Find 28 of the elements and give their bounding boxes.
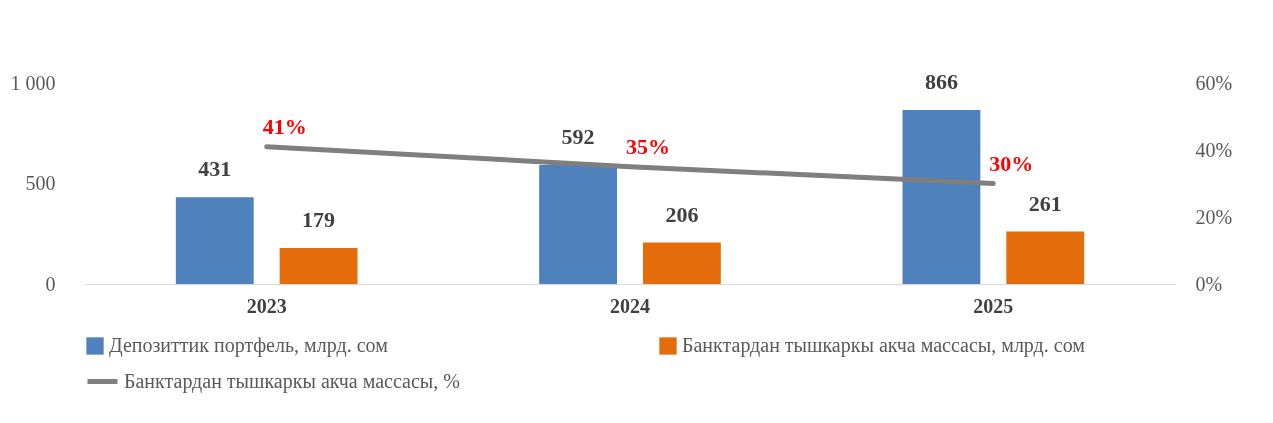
y2-tick-label: 40% xyxy=(1195,138,1233,161)
data-label: 41% xyxy=(262,113,307,139)
data-label: 206 xyxy=(665,201,699,227)
bar xyxy=(539,165,618,284)
x-tick-label: 2025 xyxy=(973,294,1014,317)
data-label: 866 xyxy=(924,68,958,94)
x-tick-label: 2024 xyxy=(610,294,650,317)
bar xyxy=(642,242,721,284)
x-tick-label: 2023 xyxy=(246,294,287,317)
y2-tick-label: 60% xyxy=(1195,71,1233,94)
y2-tick-label: 20% xyxy=(1195,205,1233,228)
bar xyxy=(175,197,254,284)
data-label: 35% xyxy=(626,133,670,159)
y-tick-label: 500 xyxy=(25,172,56,194)
data-label: 592 xyxy=(561,124,595,150)
data-label: 261 xyxy=(1028,190,1062,216)
data-label: 431 xyxy=(198,156,232,182)
bar xyxy=(902,109,981,284)
bar xyxy=(1006,231,1085,284)
y2-tick-label: 0% xyxy=(1195,272,1223,295)
y-tick-label: 1 000 xyxy=(10,71,56,94)
data-label: 30% xyxy=(989,150,1034,176)
legend-label: Банктардан тышкаркы акча массасы, % xyxy=(124,369,460,393)
legend-label: Депозиттик портфель, млрд. сом xyxy=(109,334,389,357)
y-tick-label: 0 xyxy=(45,272,56,295)
legend-label: Банктардан тышкаркы акча массасы, млрд. сом xyxy=(682,334,1086,357)
data-label: 179 xyxy=(302,207,336,233)
bar xyxy=(279,248,358,284)
